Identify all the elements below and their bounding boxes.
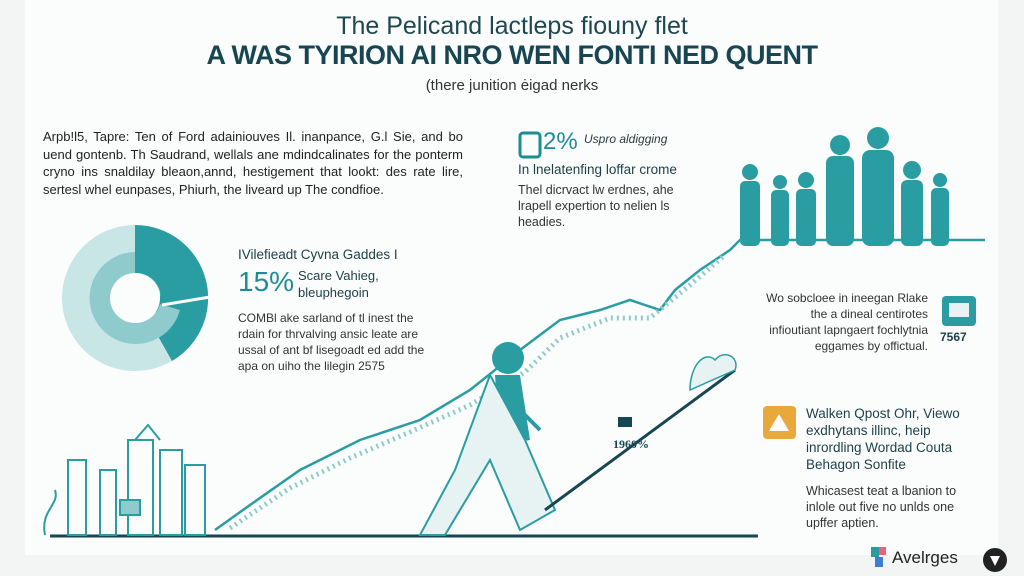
title: The Pelicand lactleps fiouny flet — [336, 12, 688, 40]
subtitle: (there junition ėigad nerks — [425, 77, 599, 94]
stat-box-icon — [518, 131, 542, 159]
rising-trend-line — [214, 238, 985, 532]
family-silhouettes — [740, 127, 949, 246]
intro-paragraph: Arpb!l5, Tapre: Ten of Ford adainiouves … — [43, 129, 463, 197]
donut-chart — [62, 224, 211, 371]
stat-top-body: Thel dicrvact lw erdnes, ahe lrapell exp… — [518, 183, 674, 229]
headline: A WAS TYIRION AI NRO WEN FONTI NED QUENT — [206, 40, 819, 70]
stat-top-heading: In lnelatenfing loffar crome — [518, 162, 677, 177]
donut-value: 15% — [238, 266, 295, 297]
right-mid-value: 7567 — [940, 330, 967, 344]
donut-label-2: bleuphegoin — [298, 285, 369, 300]
stat-top-label: Uspro aldigging — [584, 132, 668, 146]
buildings-sketch — [43, 423, 206, 536]
brand-name: Avelrges — [892, 548, 958, 567]
stat-top-value: 2% — [543, 128, 578, 155]
chart-label: 1960% — [613, 437, 649, 451]
right-mid-body: Wo sobcloee in ineegan Rlake the a dinea… — [766, 291, 928, 353]
donut-secondary-segment — [89, 252, 180, 344]
donut-body: COMBl ake sarland of tl inest the rdain … — [238, 311, 425, 373]
right-bottom-heading: Walken Qpost Ohr, Viewo exdhytans illinc… — [806, 406, 960, 472]
donut-heading: IVilefieadt Cyvna Gaddes I — [238, 247, 398, 262]
brand-logo — [871, 547, 886, 567]
pole-line — [544, 368, 736, 512]
flag-icon — [618, 417, 632, 427]
donut-label-1: Scare Vahieg, — [298, 268, 379, 283]
right-bottom-body: Whicasest teat a lbanion to inlole out f… — [806, 484, 957, 530]
person-figure — [418, 342, 557, 536]
donut-hole — [110, 273, 160, 323]
cloud-icon — [689, 353, 737, 392]
